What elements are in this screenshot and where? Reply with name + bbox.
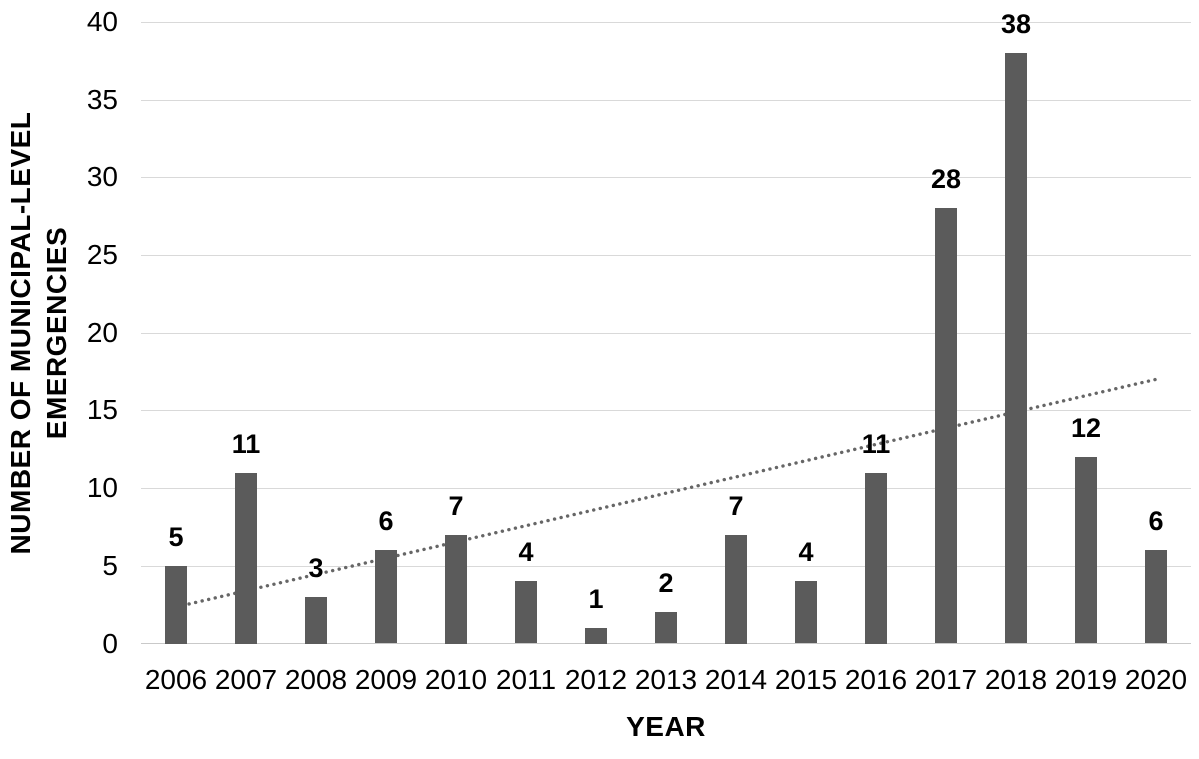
gridline-35 [141,100,1191,101]
bar-value-label-2013: 2 [658,568,674,598]
bar-2013 [655,612,677,643]
bar-2007 [235,473,257,644]
bar-2019 [1075,457,1097,643]
trendline-dotted [174,377,1158,609]
x-tick-label-2015: 2015 [774,664,838,695]
y-tick-label-5: 5 [102,550,118,581]
bar-2020 [1145,550,1167,643]
x-tick-label-2016: 2016 [844,664,908,695]
bar-2014 [725,535,747,644]
bar-value-label-2014: 7 [728,491,744,521]
bar-2012 [585,628,607,644]
bar-value-label-2017: 28 [930,164,962,194]
bar-value-label-2020: 6 [1148,506,1164,536]
y-tick-label-10: 10 [86,472,118,503]
bar-value-label-2010: 7 [448,491,464,521]
bar-2011 [515,581,537,643]
gridline-40 [141,22,1191,23]
x-tick-label-2010: 2010 [424,664,488,695]
bar-value-label-2011: 4 [518,537,534,567]
bar-value-label-2015: 4 [798,537,814,567]
gridline-30 [141,177,1191,178]
bar-2010 [445,535,467,644]
y-tick-label-30: 30 [86,161,118,192]
bar-2006 [165,566,187,644]
bar-2008 [305,597,327,644]
gridline-10 [141,488,1191,489]
y-tick-label-40: 40 [86,6,118,37]
y-tick-label-20: 20 [86,317,118,348]
bar-value-label-2016: 11 [861,429,891,459]
bar-value-label-2009: 6 [378,506,394,536]
gridline-5 [141,566,1191,567]
bar-2015 [795,581,817,643]
x-tick-label-2018: 2018 [984,664,1048,695]
x-tick-label-2006: 2006 [144,664,208,695]
plot-area: 5 11 3 6 7 4 1 2 7 4 11 28 38 12 6 [141,9,1191,644]
x-tick-label-2007: 2007 [214,664,278,695]
bar-value-label-2018: 38 [1000,9,1032,39]
bar-value-label-2008: 3 [308,553,324,583]
bar-value-label-2019: 12 [1070,413,1102,443]
y-tick-label-15: 15 [86,394,118,425]
x-tick-label-2013: 2013 [634,664,698,695]
bar-2009 [375,550,397,643]
x-tick-label-2008: 2008 [284,664,348,695]
gridline-25 [141,255,1191,256]
gridline-0 [141,642,1191,644]
bar-2018 [1005,53,1027,643]
y-tick-label-25: 25 [86,239,118,270]
y-axis-title-line1: NUMBER OF MUNICIPAL-LEVEL [5,111,36,555]
x-tick-label-2020: 2020 [1124,664,1188,695]
x-tick-label-2019: 2019 [1054,664,1118,695]
gridline-15 [141,410,1191,411]
x-tick-label-2009: 2009 [354,664,418,695]
bar-value-label-2012: 1 [588,584,604,614]
x-tick-label-2012: 2012 [564,664,628,695]
bar-2017 [935,208,957,643]
x-tick-label-2011: 2011 [495,664,557,695]
bar-2016 [865,473,887,644]
gridline-20 [141,333,1191,334]
y-tick-label-35: 35 [86,84,118,115]
x-tick-label-2017: 2017 [914,664,978,695]
x-axis-title: YEAR [626,711,706,742]
y-tick-label-0: 0 [102,628,118,659]
bar-value-label-2006: 5 [168,522,184,552]
x-tick-label-2014: 2014 [704,664,768,695]
bar-value-label-2007: 11 [231,429,261,459]
